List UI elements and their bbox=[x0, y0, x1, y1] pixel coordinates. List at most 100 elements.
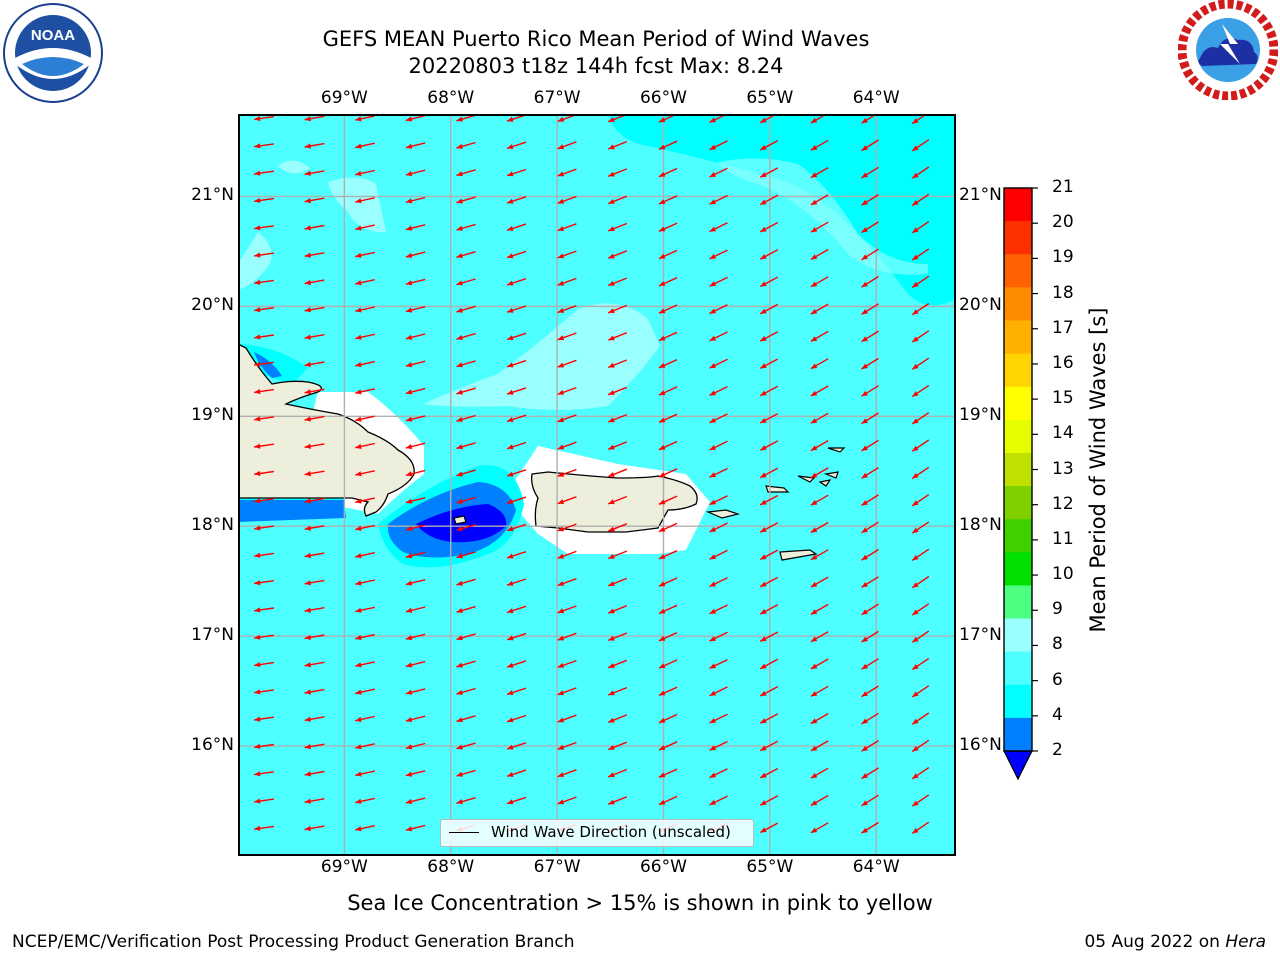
wind-wave-arrow bbox=[304, 743, 325, 750]
colorbar-segment bbox=[1004, 585, 1032, 620]
wind-wave-arrow bbox=[355, 770, 375, 777]
low-period-zone-nw-b bbox=[254, 352, 282, 378]
wind-wave-arrow bbox=[405, 469, 426, 477]
wind-wave-arrow bbox=[911, 193, 930, 207]
lon-label-bottom: 69°W bbox=[320, 857, 368, 877]
wind-wave-arrow bbox=[861, 467, 879, 479]
wind-wave-arrow bbox=[254, 607, 274, 613]
wind-wave-arrow bbox=[607, 277, 628, 287]
wind-wave-arrow bbox=[254, 170, 274, 176]
wind-wave-arrow bbox=[759, 822, 779, 834]
wind-wave-arrow bbox=[405, 660, 426, 668]
wind-wave-arrow bbox=[355, 115, 375, 122]
wind-wave-arrow bbox=[304, 443, 325, 449]
wind-wave-arrow bbox=[861, 685, 879, 698]
wind-wave-arrow bbox=[810, 139, 829, 151]
wind-wave-arrow bbox=[254, 361, 274, 367]
wind-wave-arrow bbox=[254, 334, 274, 340]
wind-wave-arrow bbox=[658, 140, 678, 151]
wind-wave-arrow bbox=[355, 142, 375, 149]
wind-wave-arrow bbox=[759, 713, 779, 724]
colorbar-segment bbox=[1004, 320, 1032, 355]
culebra-vieques bbox=[705, 509, 741, 519]
wind-wave-arrow bbox=[810, 467, 829, 479]
wind-wave-arrow bbox=[355, 661, 375, 668]
lat-label-left: 20°N bbox=[191, 295, 234, 316]
wind-wave-arrow bbox=[254, 388, 274, 395]
wind-wave-arrow bbox=[506, 769, 527, 777]
wind-wave-arrow bbox=[709, 795, 728, 806]
map-frame bbox=[238, 114, 956, 856]
wind-wave-arrow bbox=[557, 414, 577, 423]
wind-wave-arrow bbox=[456, 687, 476, 695]
wind-wave-arrow bbox=[405, 551, 426, 559]
wind-wave-arrow bbox=[911, 275, 930, 288]
wind-wave-arrow bbox=[405, 387, 426, 395]
wind-wave-arrow bbox=[810, 603, 829, 616]
wind-wave-arrow bbox=[254, 279, 274, 285]
wind-wave-arrow bbox=[254, 416, 274, 422]
wind-wave-arrow bbox=[405, 169, 426, 177]
wind-wave-arrow bbox=[304, 115, 325, 122]
wind-wave-arrow bbox=[405, 715, 426, 723]
wind-wave-arrow bbox=[658, 468, 678, 478]
wind-wave-arrow bbox=[810, 767, 829, 779]
colorbar-tick-label: 9 bbox=[1052, 599, 1063, 620]
colorbar-segment bbox=[1004, 552, 1032, 586]
wind-wave-arrow bbox=[861, 275, 879, 288]
wind-wave-arrow bbox=[810, 115, 827, 124]
lat-label-left: 21°N bbox=[191, 185, 234, 206]
wind-wave-arrow bbox=[355, 579, 375, 586]
wind-wave-arrow bbox=[456, 605, 476, 613]
wind-wave-arrow bbox=[759, 685, 779, 697]
wind-wave-arrow bbox=[304, 552, 325, 559]
wind-wave-arrow bbox=[607, 413, 628, 423]
wind-wave-arrow bbox=[355, 169, 375, 176]
wind-wave-arrow bbox=[810, 439, 829, 452]
wind-wave-arrow bbox=[759, 467, 779, 479]
wind-wave-arrow bbox=[557, 386, 577, 396]
wind-wave-arrow bbox=[861, 740, 879, 752]
wind-wave-arrow bbox=[254, 634, 274, 640]
wind-wave-arrow bbox=[506, 551, 527, 559]
wind-wave-arrow bbox=[658, 304, 678, 314]
wind-wave-arrow bbox=[759, 795, 779, 806]
wind-wave-arrow bbox=[456, 442, 476, 450]
wind-wave-arrow bbox=[506, 796, 527, 805]
lat-label-right: 19°N bbox=[959, 405, 1002, 426]
wind-wave-arrow bbox=[405, 633, 426, 641]
wind-wave-arrow bbox=[810, 576, 829, 588]
noaa-logo-icon: NOAA bbox=[3, 3, 103, 103]
low-period-zone-west bbox=[239, 500, 346, 522]
wind-wave-arrow bbox=[810, 303, 829, 315]
wind-wave-arrow bbox=[911, 302, 930, 316]
wind-wave-arrow bbox=[254, 825, 274, 831]
wind-wave-arrow bbox=[911, 384, 930, 398]
wind-wave-arrow bbox=[709, 740, 728, 751]
wind-wave-arrow bbox=[709, 331, 728, 342]
colorbar-segment bbox=[1004, 651, 1032, 686]
wind-wave-arrow bbox=[506, 578, 527, 586]
wind-wave-arrow bbox=[810, 385, 829, 397]
wind-wave-arrow bbox=[557, 468, 577, 477]
wind-wave-arrow bbox=[709, 440, 728, 451]
wind-wave-arrow bbox=[355, 606, 375, 613]
wind-wave-arrow bbox=[759, 221, 779, 233]
wind-wave-arrow bbox=[254, 689, 274, 695]
wind-wave-arrow bbox=[355, 251, 375, 258]
wind-wave-arrow bbox=[405, 524, 426, 531]
wind-wave-arrow bbox=[557, 632, 577, 641]
wind-wave-arrow bbox=[911, 630, 930, 643]
wind-wave-arrow bbox=[658, 195, 678, 205]
wind-wave-arrow bbox=[810, 194, 829, 206]
wind-wave-arrow bbox=[911, 521, 930, 534]
st-croix bbox=[779, 549, 818, 561]
wind-wave-arrow bbox=[557, 250, 577, 259]
wind-wave-arrow bbox=[254, 716, 274, 722]
light-patch-1 bbox=[278, 160, 310, 174]
wind-wave-arrow bbox=[861, 221, 879, 234]
map-gridlines bbox=[239, 115, 955, 855]
wind-wave-arrow bbox=[607, 523, 628, 532]
wind-wave-arrow bbox=[861, 821, 879, 834]
wind-wave-arrow bbox=[405, 415, 426, 422]
